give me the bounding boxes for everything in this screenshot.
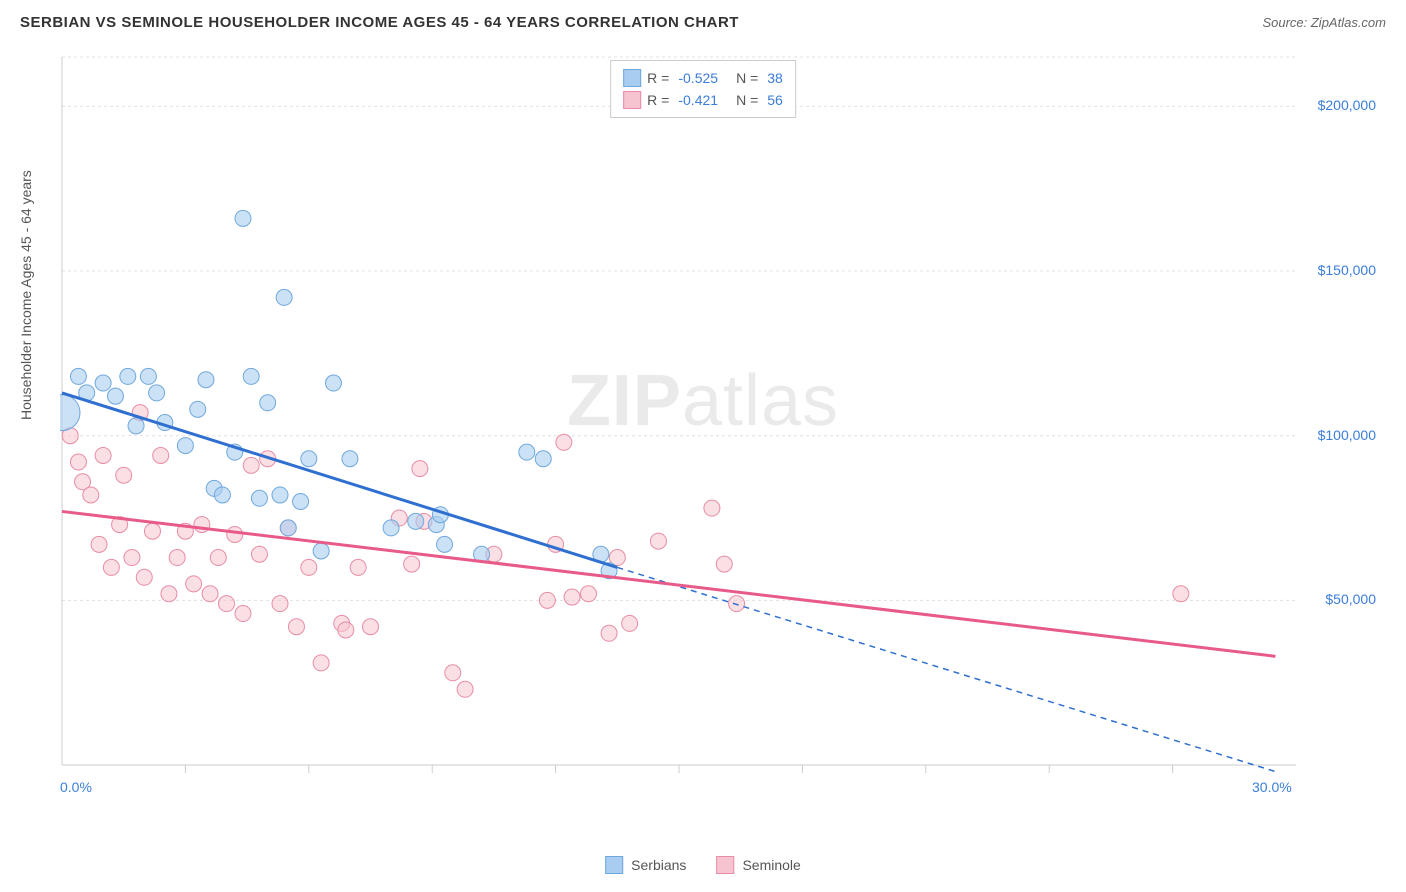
legend-swatch-icon: [716, 856, 734, 874]
x-tick-label: 0.0%: [60, 779, 92, 795]
legend-row-serbians: R = -0.525 N = 38: [623, 67, 783, 89]
x-tick-label: 30.0%: [1252, 779, 1292, 795]
y-tick-label: $100,000: [1318, 427, 1376, 443]
y-tick-label: $50,000: [1325, 591, 1376, 607]
y-axis-label: Householder Income Ages 45 - 64 years: [18, 170, 34, 420]
legend-item-seminole: Seminole: [716, 856, 800, 874]
chart-title: SERBIAN VS SEMINOLE HOUSEHOLDER INCOME A…: [20, 14, 739, 31]
y-tick-label: $200,000: [1318, 97, 1376, 113]
source-attribution: Source: ZipAtlas.com: [1262, 15, 1386, 30]
correlation-legend: R = -0.525 N = 38 R = -0.421 N = 56: [610, 60, 796, 118]
chart-header: SERBIAN VS SEMINOLE HOUSEHOLDER INCOME A…: [0, 0, 1406, 39]
legend-swatch-icon: [605, 856, 623, 874]
scatter-plot-svg: [60, 55, 1386, 805]
legend-swatch-seminole: [623, 91, 641, 109]
chart-plot-area: $50,000 $100,000 $150,000 $200,000 0.0% 30.0%: [60, 55, 1386, 805]
y-tick-label: $150,000: [1318, 262, 1376, 278]
series-legend: Serbians Seminole: [605, 856, 801, 874]
legend-swatch-serbians: [623, 69, 641, 87]
legend-item-serbians: Serbians: [605, 856, 686, 874]
legend-row-seminole: R = -0.421 N = 56: [623, 89, 783, 111]
